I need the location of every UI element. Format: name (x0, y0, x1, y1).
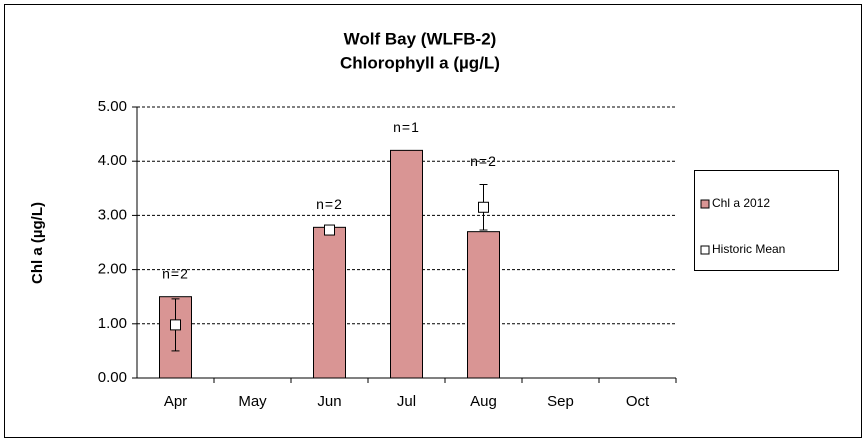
y-tick-label: 0.00 (98, 369, 127, 386)
x-tick-label: May (238, 393, 267, 410)
legend-swatch (700, 245, 710, 255)
sample-size-label: n=2 (162, 265, 189, 281)
y-tick-label: 5.00 (98, 98, 127, 115)
sample-size-label: n=2 (470, 153, 497, 169)
marker (324, 224, 335, 236)
bar (467, 231, 500, 379)
chart-title: Chlorophyll a (µg/L) (340, 53, 500, 72)
marker (478, 201, 489, 213)
legend-swatch (700, 199, 710, 209)
y-tick-label: 4.00 (98, 152, 127, 169)
x-tick-label: Oct (626, 393, 650, 410)
x-tick-label: Jul (397, 393, 416, 410)
y-axis-label: Chl a (µg/L) (29, 202, 46, 284)
legend-label: Historic Mean (712, 242, 785, 256)
sample-size-label: n=1 (393, 119, 420, 135)
x-tick-label: Aug (470, 393, 497, 410)
x-tick-label: Sep (547, 393, 574, 410)
x-tick-label: Apr (164, 393, 187, 410)
bar (390, 149, 423, 379)
y-tick-label: 1.00 (98, 315, 127, 332)
legend-label: Chl a 2012 (712, 196, 770, 210)
y-tick-label: 3.00 (98, 206, 127, 223)
y-tick-label: 2.00 (98, 261, 127, 278)
x-tick-label: Jun (317, 393, 341, 410)
sample-size-label: n=2 (316, 196, 343, 212)
chart-title: Wolf Bay (WLFB-2) (344, 29, 497, 48)
legend (694, 170, 839, 271)
marker (170, 319, 181, 331)
bar (313, 226, 346, 379)
